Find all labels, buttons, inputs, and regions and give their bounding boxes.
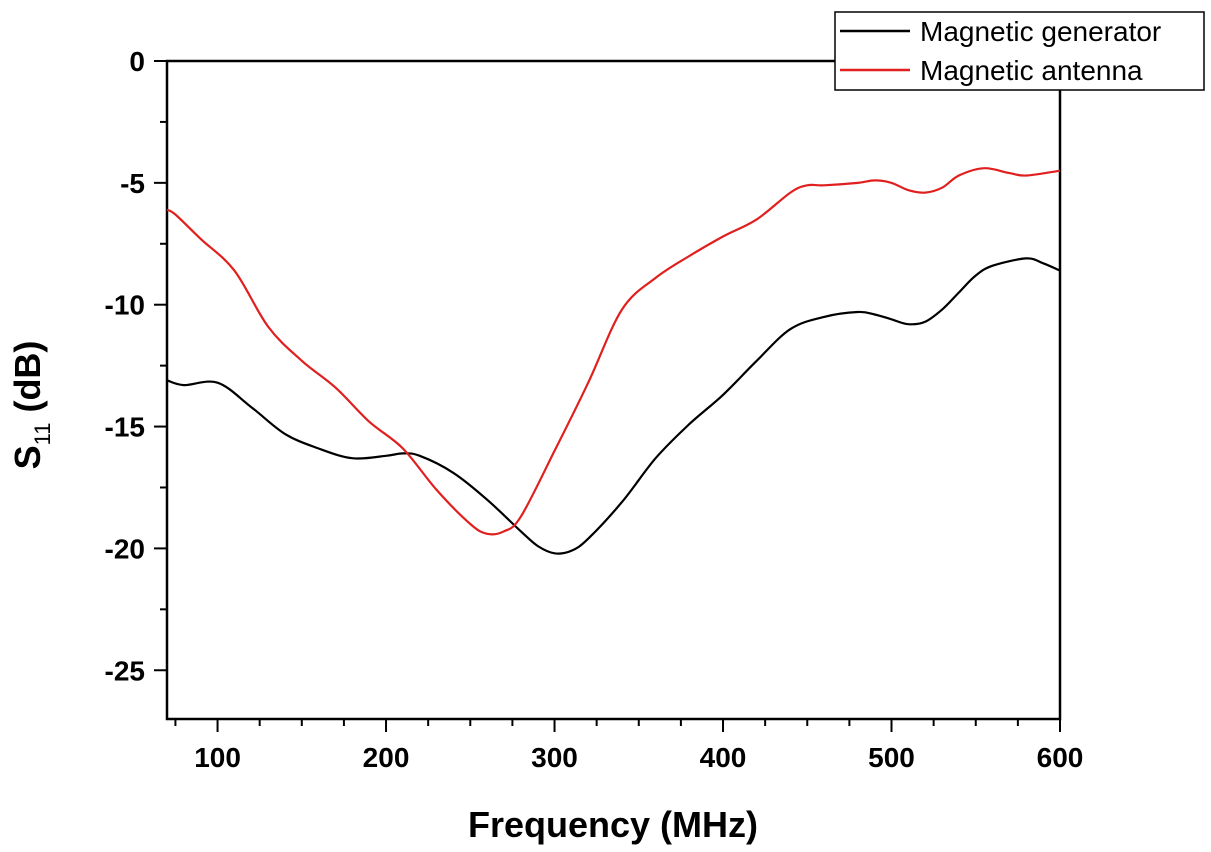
x-tick-label: 600: [1037, 742, 1084, 773]
x-tick-label: 500: [868, 742, 915, 773]
legend: Magnetic generator Magnetic antenna: [834, 11, 1205, 91]
y-tick-label: -25: [105, 655, 145, 686]
y-tick-label: -15: [105, 412, 145, 443]
y-axis-title-unit: (dB): [7, 341, 48, 423]
legend-box: [834, 11, 1205, 91]
y-axis-title: S11 (dB): [7, 341, 55, 470]
y-tick-label: 0: [129, 46, 145, 77]
series-line-magnetic-antenna: [166, 167, 1061, 536]
x-axis-title: Frequency (MHz): [468, 804, 758, 845]
x-tick-label: 100: [194, 742, 241, 773]
series-line-magnetic-generator: [166, 257, 1061, 555]
y-axis-title-subscript: 11: [30, 423, 55, 446]
y-tick-label: -10: [105, 290, 145, 321]
x-tick-label: 400: [700, 742, 747, 773]
y-axis-title-main: S: [7, 445, 48, 469]
x-tick-label: 300: [531, 742, 578, 773]
x-axis: 100 200 300 400 500 600: [174, 719, 1084, 773]
y-tick-label: -20: [105, 533, 145, 564]
legend-label-magnetic-generator: Magnetic generator: [920, 16, 1161, 47]
plot-frame: [165, 59, 1062, 721]
y-tick-label: -5: [120, 168, 145, 199]
y-axis: 0 -5 -10 -15 -20 -25: [105, 46, 167, 686]
series-layer: [166, 167, 1061, 555]
legend-label-magnetic-antenna: Magnetic antenna: [920, 55, 1143, 86]
x-tick-label: 200: [363, 742, 410, 773]
plot-area-border: [165, 59, 1062, 721]
